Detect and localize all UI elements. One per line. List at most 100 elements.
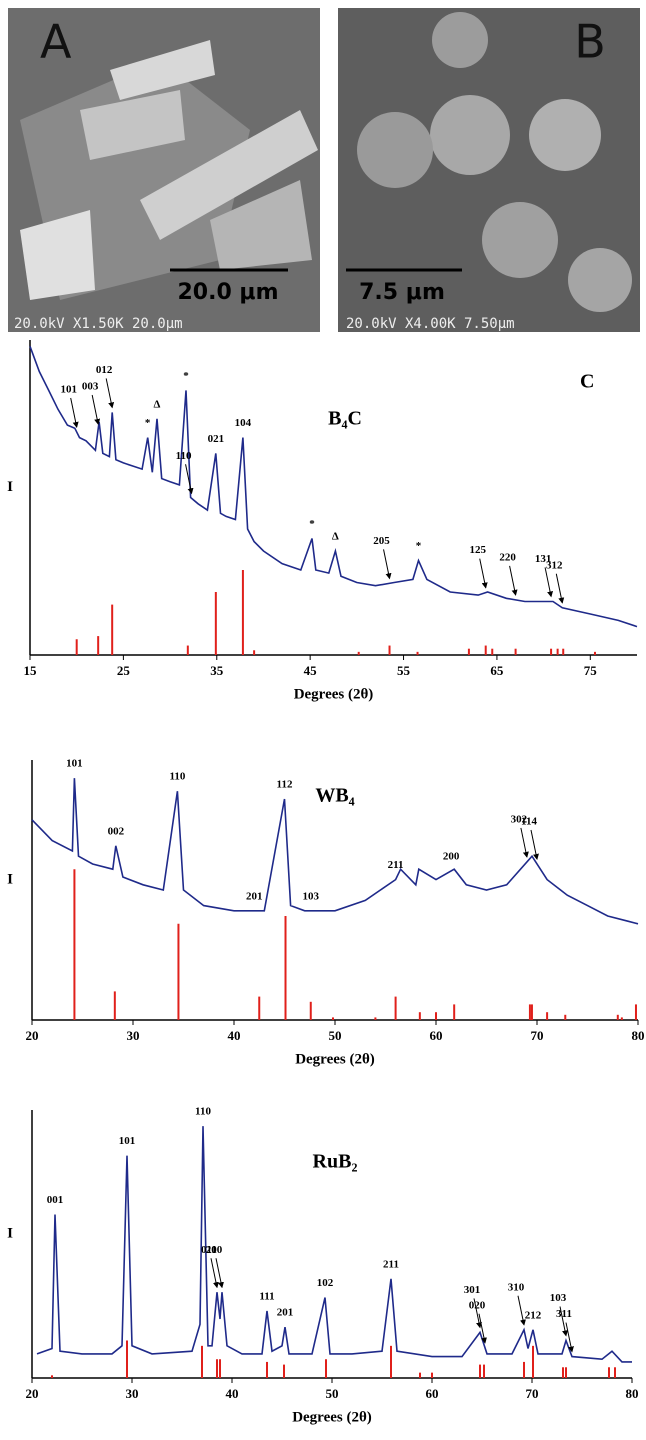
annotation-arrow [105, 378, 115, 409]
particle [432, 12, 488, 68]
peak-label: 200 [443, 850, 460, 862]
peak-label: 114 [521, 816, 537, 828]
x-tick-label: 40 [226, 1386, 239, 1401]
x-axis-label: Degrees (2θ) [295, 1051, 375, 1067]
peak-label: 312 [546, 559, 563, 571]
sem-image-b: B 7.5 μm 20.0kV X4.00K 7.50μm [338, 8, 640, 332]
peak-label: 131 [535, 553, 552, 565]
peak-label: 110 [169, 771, 185, 783]
peak-label: 101 [119, 1135, 136, 1147]
peak-label: 311 [556, 1308, 572, 1320]
peak-label: 020 [469, 1299, 486, 1311]
x-tick-label: 60 [430, 1028, 443, 1043]
peak-label: 011 [201, 1244, 217, 1256]
scale-label: 7.5 μm [359, 280, 445, 305]
peak-label: 021 [208, 433, 225, 445]
peak-label: 125 [469, 544, 486, 556]
crystal [80, 90, 185, 160]
annotation-arrow [185, 464, 194, 495]
peak-label: 205 [373, 535, 390, 547]
peak-label: * [416, 540, 422, 552]
annotation-arrow [479, 558, 488, 589]
peak-label: 102 [317, 1277, 334, 1289]
annotation-arrow [473, 1298, 482, 1329]
panel-label: C [580, 371, 594, 393]
x-tick-label: 50 [329, 1028, 342, 1043]
annotation-arrow [210, 1258, 219, 1289]
x-axis-label: Degrees (2θ) [294, 686, 374, 702]
peak-label: 101 [66, 758, 83, 770]
chart-title: WB₄ [315, 785, 354, 807]
annotation-arrow [520, 827, 529, 858]
annotation-arrow [559, 1306, 568, 1337]
annotation-arrow [91, 394, 101, 425]
x-tick-label: 40 [228, 1028, 241, 1043]
crystal [140, 110, 318, 240]
panel-label: B [574, 15, 606, 69]
chart-title: B₄C [328, 408, 362, 430]
pattern-line [36, 1126, 632, 1363]
peak-label: 310 [508, 1281, 525, 1293]
x-tick-label: 35 [210, 663, 224, 678]
peak-label: 301 [464, 1284, 481, 1296]
sem-image-a: A 20.0 μm 20.0kV X1.50K 20.0μm [8, 8, 320, 332]
x-tick-label: 50 [326, 1386, 339, 1401]
crystal [20, 210, 95, 300]
annotation-arrow [383, 549, 392, 580]
x-tick-label: 30 [126, 1386, 139, 1401]
x-tick-label: 45 [304, 663, 318, 678]
peak-label: 212 [525, 1309, 542, 1321]
scale-label: 20.0 μm [177, 280, 278, 305]
x-tick-label: 70 [526, 1386, 539, 1401]
peak-label: 003 [82, 381, 99, 393]
x-tick-label: 70 [531, 1028, 544, 1043]
peak-label: 112 [277, 779, 293, 791]
peak-label: 012 [96, 364, 113, 376]
x-tick-label: 20 [26, 1386, 39, 1401]
annotation-arrow [70, 397, 79, 428]
chart-title: RuB₂ [313, 1151, 358, 1173]
peak-label: Δ [154, 398, 161, 410]
peak-label: 103 [303, 890, 320, 902]
annotation-arrow [565, 1322, 574, 1353]
panel-label: A [40, 15, 72, 69]
pattern-line [29, 346, 638, 628]
peak-label: 201 [246, 890, 263, 902]
particle [357, 112, 433, 188]
particle [430, 95, 510, 175]
x-tick-label: 55 [397, 663, 411, 678]
peak-label: * [309, 518, 315, 530]
peak-label: * [145, 417, 151, 429]
peak-label: 211 [383, 1258, 399, 1270]
x-tick-label: 80 [632, 1028, 645, 1043]
annotation-arrow [478, 1313, 487, 1344]
x-tick-label: 75 [584, 663, 598, 678]
peak-label: 110 [176, 450, 192, 462]
particle [568, 248, 632, 312]
peak-label: 302 [511, 813, 528, 825]
particle [529, 99, 601, 171]
x-tick-label: 25 [117, 663, 131, 678]
annotation-arrow [517, 1295, 526, 1326]
y-axis-label: I [7, 479, 13, 495]
annotation-arrow [544, 567, 554, 598]
annotation-arrow [555, 573, 565, 604]
x-tick-label: 30 [127, 1028, 140, 1043]
x-tick-label: 65 [490, 663, 504, 678]
crystal [210, 180, 312, 270]
sem-info: 20.0kV X4.00K 7.50μm [346, 316, 515, 332]
x-tick-label: 80 [626, 1386, 639, 1401]
annotation-arrow [509, 565, 518, 596]
peak-label: Δ [332, 531, 339, 543]
peak-label: * [183, 370, 189, 382]
particle [482, 202, 558, 278]
annotation-arrow [530, 829, 539, 860]
peak-label: 110 [195, 1106, 211, 1118]
peak-label: 200 [206, 1244, 223, 1256]
peak-label: 104 [235, 417, 252, 429]
peak-label: 101 [60, 384, 77, 396]
pattern-line [31, 778, 639, 925]
peak-label: 103 [550, 1292, 567, 1304]
peak-label: 201 [277, 1307, 294, 1319]
